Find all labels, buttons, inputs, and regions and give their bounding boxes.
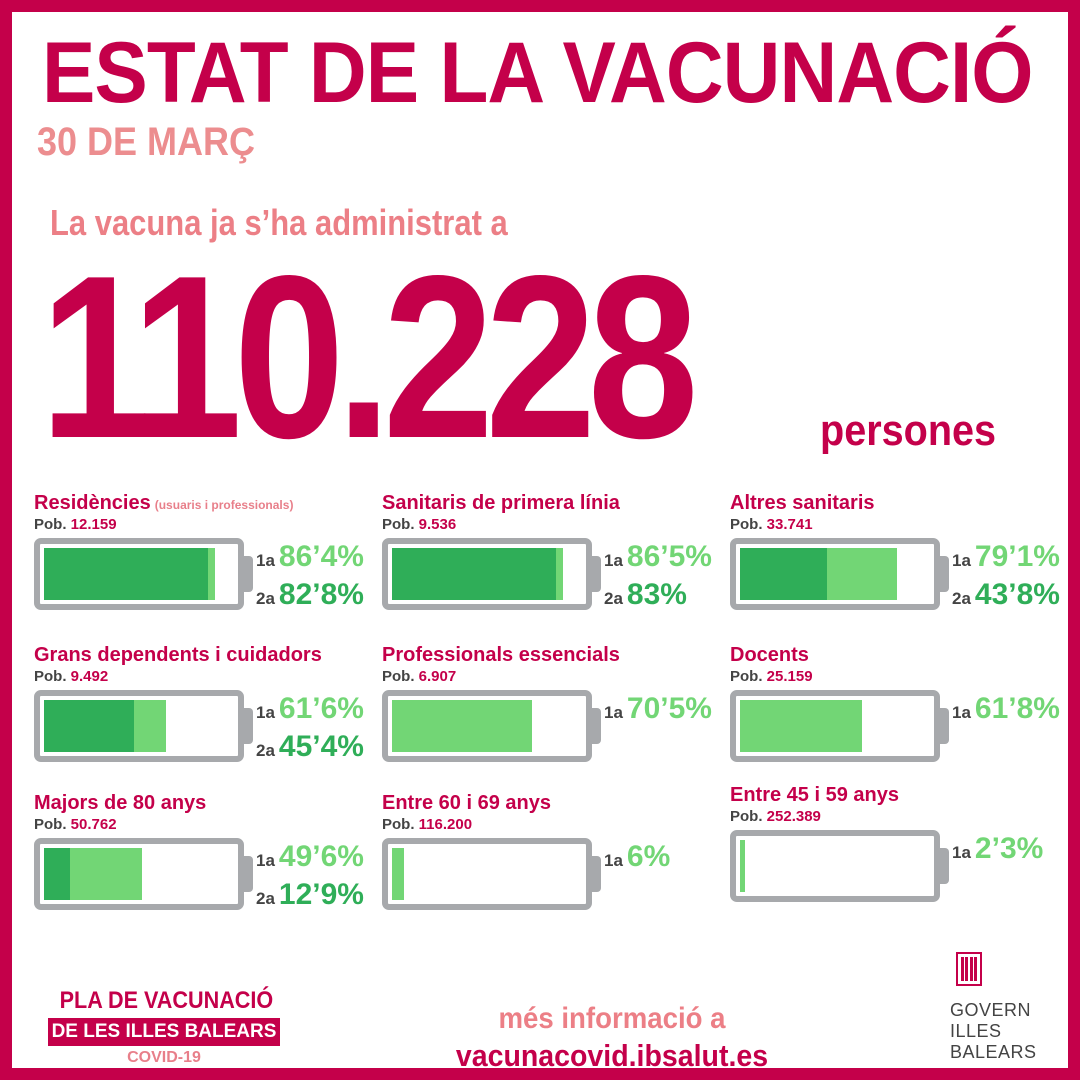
battery-tip	[940, 848, 949, 884]
infographic: ESTAT DE LA VACUNACIÓ 30 DE MARÇ La vacu…	[12, 12, 1068, 1073]
group-population: Pob. 6.907	[382, 668, 457, 685]
dose2-stat: 2a 12’9%	[256, 878, 364, 911]
group-card: Sanitaris de primera línia Pob. 9.536 1a 86…	[382, 492, 712, 632]
dose1-stat: 1a 70’5%	[604, 692, 712, 725]
govern-line2: ILLES	[950, 1021, 1002, 1041]
group-name: Sanitaris de primera línia	[382, 492, 620, 514]
dose1-stat: 1a 6%	[604, 840, 671, 873]
dose1-stat: 1a 79’1%	[952, 540, 1060, 573]
dose1-stat: 1a 86’4%	[256, 540, 364, 573]
group-name: Grans dependents i cuidadors	[34, 644, 322, 666]
plan-line3: COVID-19	[127, 1049, 201, 1066]
battery-icon	[34, 838, 244, 910]
dose1-fill	[392, 848, 404, 900]
dose1-fill	[740, 700, 863, 752]
plan-line2: DE LES ILLES BALEARS	[48, 1018, 280, 1046]
group-card: Grans dependents i cuidadors Pob. 9.492 1a…	[34, 644, 364, 784]
group-population: Pob. 252.389	[730, 808, 821, 825]
govern-logo: GOVERN ILLES BALEARS	[950, 952, 1050, 1063]
group-name: Residències (usuaris i professionals)	[34, 492, 294, 514]
govern-line3: BALEARS	[950, 1042, 1037, 1062]
group-population: Pob. 9.492	[34, 668, 109, 685]
page-title: ESTAT DE LA VACUNACIÓ	[42, 25, 1034, 121]
group-card: Residències (usuaris i professionals) Pob.…	[34, 492, 364, 632]
dose2-stat: 2a 83%	[604, 578, 687, 611]
group-card: Entre 45 i 59 anys Pob. 252.389 1a 2’3%	[730, 784, 1060, 924]
group-name: Entre 45 i 59 anys	[730, 784, 899, 806]
dose1-fill	[740, 840, 745, 892]
battery-tip	[940, 556, 949, 592]
total-unit: persones	[820, 406, 997, 455]
battery-icon	[730, 690, 940, 762]
group-card: Altres sanitaris Pob. 33.741 1a 79’1% 2a 43’8…	[730, 492, 1060, 632]
group-name: Majors de 80 anys	[34, 792, 207, 814]
group-card: Majors de 80 anys Pob. 50.762 1a 49’6% 2a 12’…	[34, 792, 364, 932]
group-population: Pob. 25.159	[730, 668, 813, 685]
group-name: Altres sanitaris	[730, 492, 875, 514]
dose2-stat: 2a 82’8%	[256, 578, 364, 611]
govern-shield-icon	[956, 952, 982, 986]
dose1-fill	[392, 700, 532, 752]
dose2-fill	[740, 548, 827, 600]
group-name: Entre 60 i 69 anys	[382, 792, 551, 814]
battery-tip	[592, 556, 601, 592]
group-card: Professionals essencials Pob. 6.907 1a 70’5…	[382, 644, 712, 784]
dose1-stat: 1a 2’3%	[952, 832, 1044, 865]
battery-icon	[730, 830, 940, 902]
dose1-stat: 1a 61’6%	[256, 692, 364, 725]
battery-icon	[382, 538, 592, 610]
battery-icon	[730, 538, 940, 610]
total-vaccinated: 110.228	[40, 228, 699, 487]
plan-logo: PLA DE VACUNACIÓ DE LES ILLES BALEARS CO…	[48, 987, 280, 1067]
summary-intro: La vacuna ja s’ha administrat a	[50, 202, 508, 243]
dose2-fill	[44, 700, 134, 752]
dose2-stat: 2a 45’4%	[256, 730, 364, 763]
dose1-stat: 1a 49’6%	[256, 840, 364, 873]
group-card: Entre 60 i 69 anys Pob. 116.200 1a 6%	[382, 792, 712, 932]
group-card: Docents Pob. 25.159 1a 61’8%	[730, 644, 1060, 784]
govern-line1: GOVERN	[950, 1000, 1032, 1020]
group-population: Pob. 33.741	[730, 516, 813, 533]
battery-icon	[382, 690, 592, 762]
dose2-fill	[44, 848, 70, 900]
battery-tip	[244, 856, 253, 892]
group-population: Pob. 50.762	[34, 816, 117, 833]
dose1-stat: 1a 86’5%	[604, 540, 712, 573]
dose2-stat: 2a 43’8%	[952, 578, 1060, 611]
dose1-stat: 1a 61’8%	[952, 692, 1060, 725]
battery-tip	[592, 856, 601, 892]
dose2-fill	[44, 548, 208, 600]
battery-icon	[34, 690, 244, 762]
group-population: Pob. 116.200	[382, 816, 473, 833]
battery-tip	[592, 708, 601, 744]
more-info: més informació a vacunacovid.ibsalut.es	[432, 1002, 792, 1074]
more-info-link[interactable]: vacunacovid.ibsalut.es	[455, 1038, 769, 1073]
group-name: Docents	[730, 644, 809, 666]
group-population: Pob. 12.159	[34, 516, 117, 533]
plan-line1: PLA DE VACUNACIÓ	[59, 987, 274, 1014]
battery-tip	[940, 708, 949, 744]
dose2-fill	[392, 548, 557, 600]
battery-tip	[244, 556, 253, 592]
report-date: 30 DE MARÇ	[37, 120, 256, 164]
more-info-label: més informació a	[498, 1002, 726, 1035]
group-name: Professionals essencials	[382, 644, 620, 666]
group-note: (usuaris i professionals)	[154, 498, 294, 512]
battery-icon	[34, 538, 244, 610]
battery-icon	[382, 838, 592, 910]
battery-tip	[244, 708, 253, 744]
group-population: Pob. 9.536	[382, 516, 457, 533]
